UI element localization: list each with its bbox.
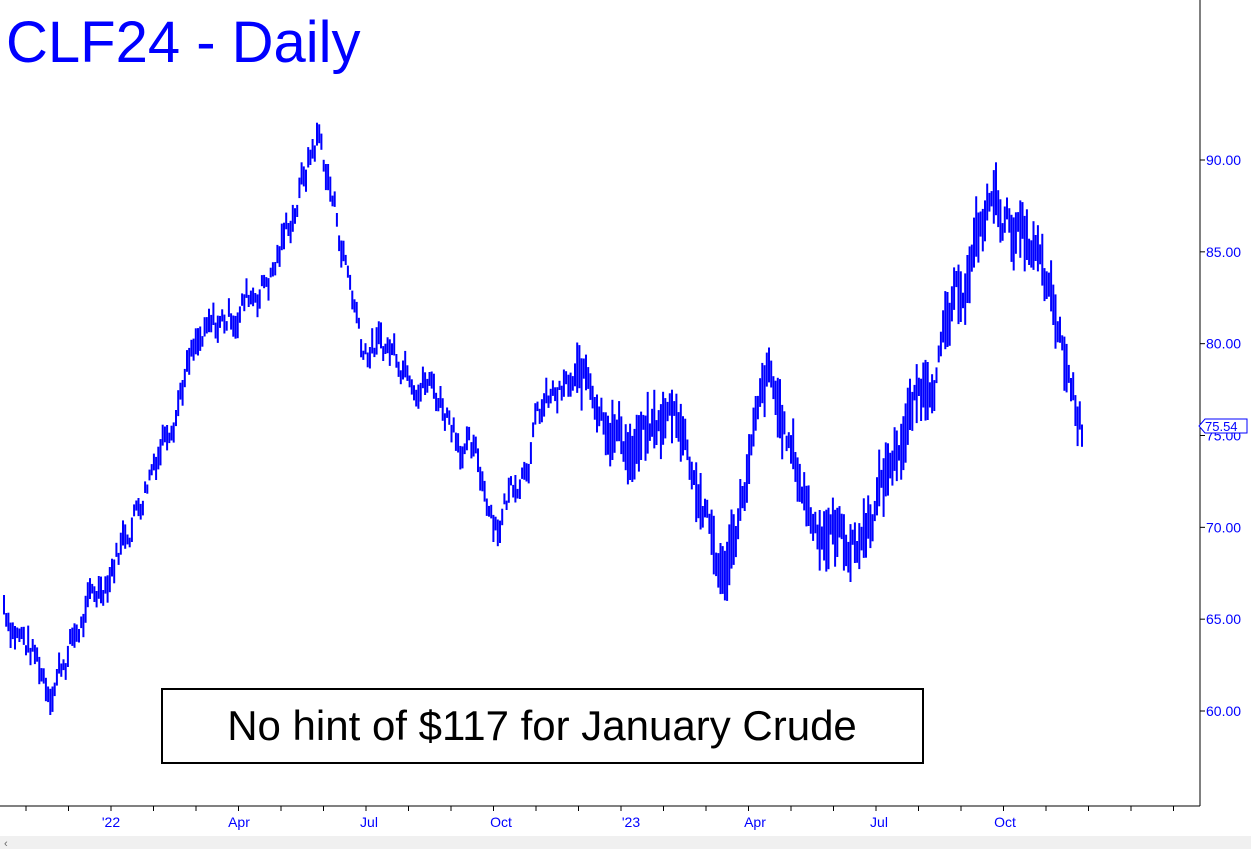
y-tick-label: 70.00 [1206, 519, 1241, 535]
x-tick-label: Oct [490, 814, 512, 830]
y-tick-label: 80.00 [1206, 336, 1241, 352]
x-tick-label: '22 [102, 814, 120, 830]
x-tick-label: '23 [622, 814, 640, 830]
x-tick-label: Apr [744, 814, 766, 830]
scrollbar[interactable]: ‹ [0, 836, 1251, 850]
y-tick-label: 60.00 [1206, 703, 1241, 719]
annotation-text: No hint of $117 for January Crude [227, 702, 857, 749]
price-bars [3, 122, 1083, 715]
annotation-box [161, 688, 924, 764]
last-price-flag [1198, 418, 1248, 434]
scrollbar-track[interactable] [0, 836, 1251, 849]
x-tick-label: Jul [870, 814, 888, 830]
x-axis-ticks: '22 Apr Jul Oct '23 Apr Jul Oct [25, 806, 1174, 830]
x-tick-label: Oct [994, 814, 1016, 830]
last-price-label: 75.54 [1205, 419, 1238, 434]
x-tick-label: Apr [228, 814, 250, 830]
last-price-marker: 75.54 [1198, 418, 1248, 434]
x-tick-label: Jul [360, 814, 378, 830]
chart-title: CLF24 - Daily [6, 10, 361, 75]
scroll-left-icon[interactable]: ‹ [4, 838, 8, 850]
y-tick-label: 85.00 [1206, 244, 1241, 260]
y-tick-label: 90.00 [1206, 152, 1241, 168]
y-tick-label: 65.00 [1206, 611, 1241, 627]
